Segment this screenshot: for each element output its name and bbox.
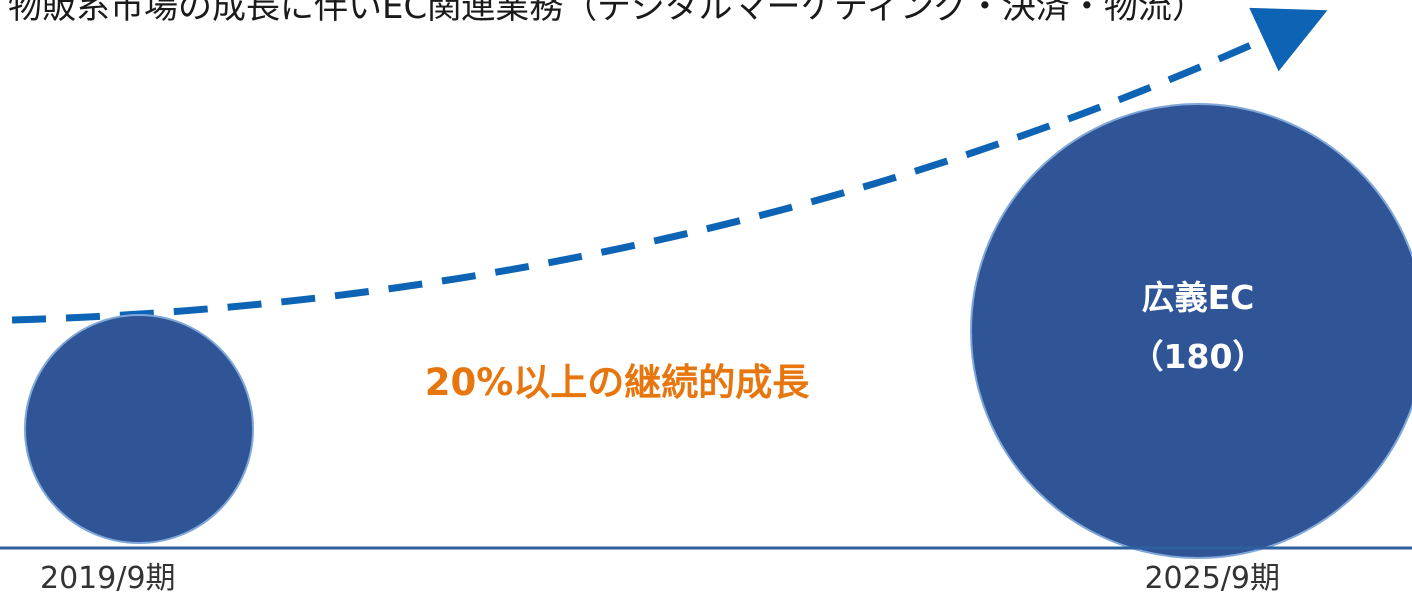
end-circle-label: 広義EC bbox=[1142, 278, 1255, 317]
end-circle-value: （180） bbox=[1131, 337, 1266, 376]
end-circle bbox=[970, 103, 1412, 559]
growth-trend-arrow bbox=[11, 7, 1328, 324]
axis-start-label: 2019/9期 bbox=[40, 561, 176, 596]
header-text: 物販系市場の成長に伴いEC関連業務（デジタルマーケティング・決済・物流） bbox=[8, 0, 1206, 27]
start-circle bbox=[24, 314, 254, 544]
growth-rate-label: 20%以上の継続的成長 bbox=[425, 361, 811, 404]
axis-end-label: 2025/9期 bbox=[1144, 561, 1280, 596]
